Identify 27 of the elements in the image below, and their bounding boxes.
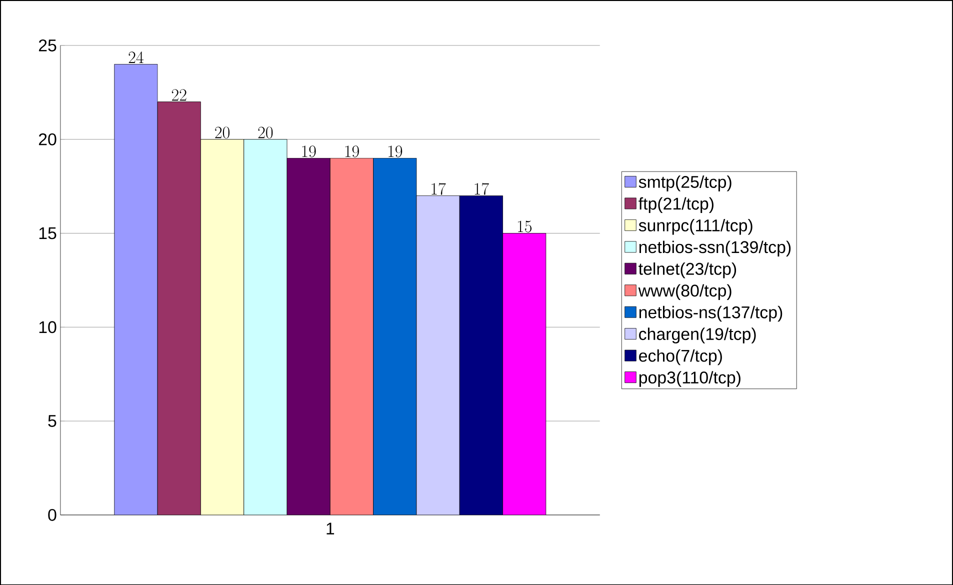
y-tick-label: 25 bbox=[38, 39, 56, 52]
y-tick-label: 0 bbox=[48, 508, 56, 521]
legend-label: ftp(21/tcp) bbox=[638, 197, 714, 213]
legend-label: smtp(25/tcp) bbox=[638, 175, 732, 192]
data-label: 19 bbox=[345, 145, 359, 158]
legend-label: netbios-ssn(139/tcp) bbox=[639, 240, 791, 256]
data-label: 17 bbox=[474, 182, 489, 195]
data-label: 19 bbox=[302, 145, 316, 158]
data-label: 22 bbox=[172, 89, 186, 100]
data-label: 19 bbox=[388, 145, 402, 158]
legend-label: www(80/tcp) bbox=[638, 284, 732, 300]
legend-label: pop3(110/tcp) bbox=[639, 370, 740, 387]
legend-label: telnet(23/tcp) bbox=[638, 262, 736, 278]
y-tick-label: 20 bbox=[38, 133, 56, 146]
data-label: 17 bbox=[432, 182, 446, 195]
y-tick-label: 15 bbox=[39, 227, 56, 239]
data-label: 15 bbox=[518, 220, 532, 232]
y-tick-label: 5 bbox=[48, 414, 56, 427]
legend-label: echo(7/tcp) bbox=[639, 349, 722, 365]
legend-label: sunrpc(111/tcp) bbox=[638, 218, 752, 235]
data-label: 20 bbox=[258, 126, 273, 138]
x-tick-label: 1 bbox=[326, 522, 334, 534]
y-tick-label: 10 bbox=[39, 320, 56, 333]
legend-label: netbios-ns(137/tcp) bbox=[639, 306, 782, 322]
data-label: 24 bbox=[128, 51, 144, 63]
legend-label: chargen(19/tcp) bbox=[639, 327, 756, 344]
data-label: 20 bbox=[215, 126, 230, 138]
